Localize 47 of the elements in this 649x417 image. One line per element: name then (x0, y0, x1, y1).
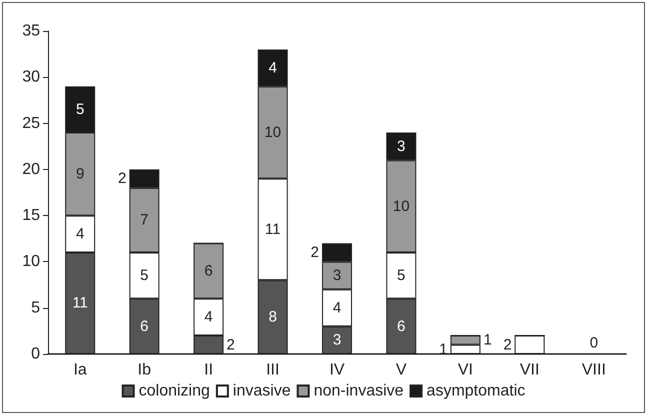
x-tick-label: VII (520, 362, 540, 378)
y-tick-label: 25 (22, 114, 40, 132)
y-tick-label: 5 (31, 299, 40, 316)
x-tick-label: VIII (582, 362, 606, 378)
x-tick-label: IV (329, 362, 345, 378)
data-label: 4 (204, 308, 213, 326)
legend-label: invasive (232, 382, 291, 400)
data-label: 3 (332, 332, 342, 349)
data-label: 10 (392, 198, 410, 215)
y-tick-label: 0 (31, 346, 40, 362)
y-tick-label: 15 (22, 207, 40, 224)
x-tick-label: III (266, 362, 280, 378)
data-label: 0 (590, 334, 598, 352)
y-tick-label: 20 (22, 160, 40, 178)
data-label: 5 (76, 100, 84, 118)
y-tick-label: 35 (22, 22, 40, 40)
data-label: 7 (140, 212, 149, 229)
x-tick-label: II (204, 362, 213, 378)
data-label: 11 (72, 294, 88, 312)
data-label: 10 (264, 124, 282, 142)
y-tick-label: 30 (22, 68, 40, 86)
data-label: 5 (397, 267, 406, 284)
data-label: 4 (268, 59, 277, 76)
x-tick-label: V (396, 362, 407, 378)
data-label: 8 (268, 308, 277, 326)
x-tick-label: Ia (73, 362, 87, 378)
data-label: 4 (76, 226, 84, 243)
data-label: 9 (76, 166, 84, 183)
data-label: 6 (397, 318, 406, 335)
data-label: 3 (332, 267, 342, 284)
legend-label: non-invasive (314, 382, 404, 400)
data-label: 6 (204, 262, 213, 280)
data-label: 2 (118, 170, 126, 188)
data-label: 11 (264, 220, 281, 238)
data-label: 2 (503, 336, 512, 354)
y-tick-label: 10 (22, 253, 40, 270)
x-tick-label: VI (458, 362, 474, 378)
data-label: 5 (140, 267, 149, 284)
data-label: 2 (310, 244, 319, 261)
legend-label: colonizing (138, 382, 210, 400)
data-label: 6 (140, 318, 149, 335)
legend-label: asymptomatic (426, 382, 526, 400)
x-tick-label: Ib (138, 362, 152, 378)
data-label: 2 (226, 336, 235, 354)
data-label: 4 (332, 299, 342, 316)
data-label: 1 (483, 332, 492, 349)
data-label: 3 (397, 138, 406, 155)
